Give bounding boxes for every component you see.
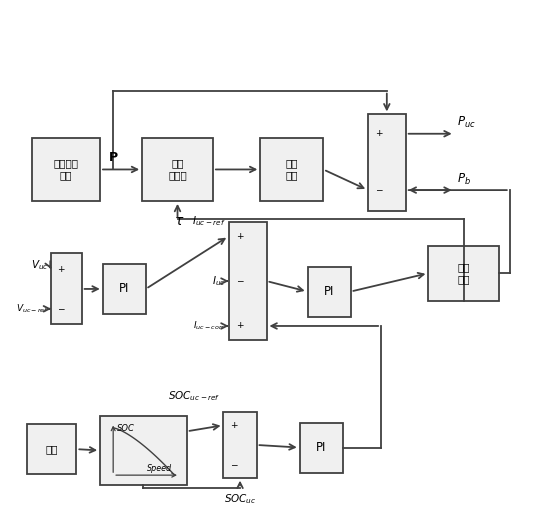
Bar bbox=[103, 264, 146, 314]
Text: $\mathbf{P}$: $\mathbf{P}$ bbox=[108, 151, 119, 164]
Bar bbox=[307, 267, 351, 316]
Text: Speed: Speed bbox=[147, 464, 172, 473]
Text: $P_{b}$: $P_{b}$ bbox=[457, 172, 471, 187]
Text: 饱和
限幅: 饱和 限幅 bbox=[285, 158, 298, 180]
Text: −: − bbox=[230, 460, 237, 469]
Text: 电机需求
功率: 电机需求 功率 bbox=[54, 158, 78, 180]
Text: −: − bbox=[375, 186, 382, 195]
Text: −: − bbox=[57, 304, 64, 313]
Text: $I_{uc-corr}$: $I_{uc-corr}$ bbox=[193, 320, 226, 332]
Text: +: + bbox=[236, 232, 244, 241]
Text: $V_{uc-ref}$: $V_{uc-ref}$ bbox=[15, 303, 49, 315]
Text: $\tau$: $\tau$ bbox=[174, 214, 184, 228]
Text: PI: PI bbox=[316, 441, 326, 454]
Text: +: + bbox=[230, 421, 237, 430]
Text: −: − bbox=[236, 277, 244, 286]
Text: $V_{uc}$: $V_{uc}$ bbox=[31, 258, 49, 272]
Bar bbox=[32, 138, 100, 201]
Text: 工况: 工况 bbox=[45, 444, 58, 454]
Bar bbox=[229, 222, 267, 340]
Text: $SOC_{uc}$: $SOC_{uc}$ bbox=[224, 493, 256, 506]
Text: 饱和
量化: 饱和 量化 bbox=[458, 262, 470, 284]
Text: $I_{uc}$: $I_{uc}$ bbox=[212, 274, 226, 288]
Text: 低通
滤波器: 低通 滤波器 bbox=[168, 158, 187, 180]
Text: $I_{uc-ref}$: $I_{uc-ref}$ bbox=[192, 214, 226, 228]
Bar bbox=[26, 424, 76, 474]
Text: +: + bbox=[57, 265, 64, 274]
Bar bbox=[300, 422, 343, 473]
Text: +: + bbox=[236, 322, 244, 331]
Bar bbox=[368, 114, 406, 212]
Text: SOC: SOC bbox=[118, 423, 135, 432]
Bar bbox=[142, 138, 213, 201]
Text: $P_{uc}$: $P_{uc}$ bbox=[457, 115, 476, 129]
Bar bbox=[428, 246, 499, 301]
Text: $SOC_{uc-ref}$: $SOC_{uc-ref}$ bbox=[168, 389, 220, 403]
Text: +: + bbox=[375, 129, 382, 138]
Bar bbox=[100, 416, 187, 485]
Text: PI: PI bbox=[119, 282, 129, 296]
Text: PI: PI bbox=[324, 285, 334, 298]
Bar bbox=[260, 138, 323, 201]
Bar bbox=[51, 253, 82, 324]
Bar bbox=[224, 412, 257, 478]
